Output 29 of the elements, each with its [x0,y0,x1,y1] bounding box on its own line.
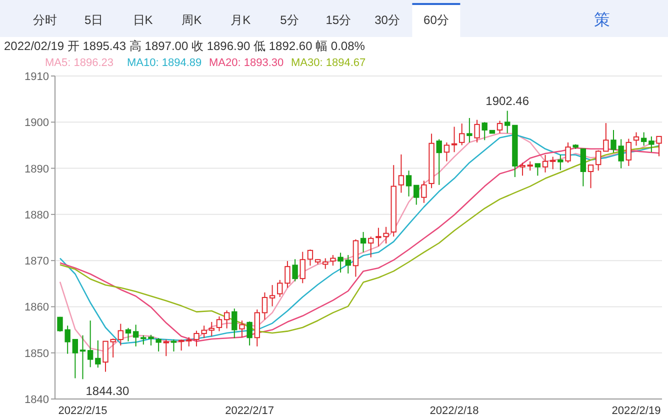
text: 月K [230,13,251,27]
text: MA10: 1894.89 [127,57,202,69]
text: 30分 [374,13,400,27]
text: 60分 [424,13,449,27]
y-tick-label: 1840 [24,394,49,406]
x-tick-label: 2022/2/17 [225,405,274,417]
y-tick-label: 1890 [24,163,49,176]
x-tick-label: 2022/2/15 [58,405,108,417]
x-tick-label: 2022/2/18 [430,405,479,417]
text: 日K [132,13,153,27]
text: MA30: 1894.67 [291,57,366,69]
text: MA5: 1896.23 [45,57,114,69]
text: MA20: 1893.30 [209,57,284,69]
annotation: 1902.46 [486,94,530,108]
text: 5日 [84,13,104,27]
x-tick-label: 2022/2/19 [612,405,661,417]
text: 15分 [326,13,352,27]
text: 周K [182,13,202,27]
y-tick-label: 1850 [24,348,49,360]
y-tick-label: 1860 [24,302,49,314]
text: 2022/02/19 开 1895.43 高 1897.00 收 1896.90 低 1892.60 幅 0.08% [4,39,366,53]
y-tick-label: 1910 [24,71,49,83]
text: 分时 [33,13,57,27]
y-tick-label: 1880 [24,209,49,222]
text: 策 [594,11,610,29]
annotation: 1844.30 [86,384,130,398]
y-tick-label: 1900 [24,117,49,130]
text: 5分 [280,13,299,27]
y-tick-label: 1870 [24,256,49,268]
